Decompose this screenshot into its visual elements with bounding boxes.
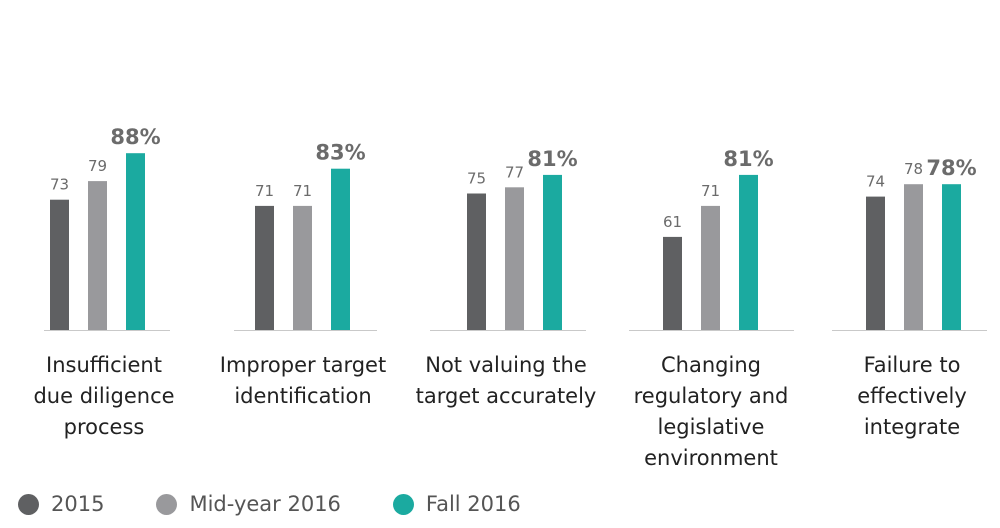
bar-3-1 <box>701 205 720 330</box>
bar-1-1 <box>293 205 312 330</box>
bar-3-2 <box>739 174 758 330</box>
data-label-2-1: 77 <box>505 163 524 181</box>
category-label-line: Failure to <box>864 353 961 377</box>
category-label-3: Changing regulatory and legislative environ… <box>634 353 789 470</box>
bar-4-1 <box>904 184 923 330</box>
bar-0-0 <box>50 199 69 330</box>
data-label-4-0: 74 <box>866 173 885 191</box>
category-label-line: legislative <box>658 415 765 439</box>
bar-2-2 <box>543 174 562 330</box>
category-label-line: regulatory and <box>634 384 789 408</box>
category-label-0: Insufficient due diligence process <box>33 353 174 439</box>
data-label-3-2: 81% <box>723 147 773 171</box>
bar-4-0 <box>866 196 885 330</box>
category-label-line: target accurately <box>416 384 597 408</box>
bar-2-1 <box>505 187 524 330</box>
data-label-2-2: 81% <box>527 147 577 171</box>
data-label-3-0: 61 <box>663 213 682 231</box>
category-label-1: Improper target identification <box>220 353 386 408</box>
category-label-line: Improper target <box>220 353 386 377</box>
legend-label: 2015 <box>51 492 105 516</box>
data-label-1-2: 83% <box>315 141 365 165</box>
legend-item-2: Fall 2016 <box>392 492 521 516</box>
category-label-2: Not valuing the target accurately <box>416 353 597 408</box>
legend-swatch <box>18 493 39 515</box>
category-label-line: integrate <box>864 415 960 439</box>
legend-item-0: 2015 <box>18 492 104 516</box>
bar-0-1 <box>88 181 107 330</box>
category-label-line: Insufficient <box>46 353 162 377</box>
bar-4-2 <box>942 184 961 330</box>
data-label-2-0: 75 <box>467 170 486 188</box>
category-label-line: environment <box>644 446 778 470</box>
legend-item-1: Mid-year 2016 <box>156 492 341 516</box>
bar-1-0 <box>255 205 274 330</box>
data-label-0-1: 79 <box>88 157 107 175</box>
bar-2-0 <box>467 193 486 330</box>
legend: 2015 Mid-year 2016 Fall 2016 <box>18 488 573 520</box>
category-label-line: Changing <box>661 353 761 377</box>
data-label-0-0: 73 <box>50 176 69 194</box>
data-label-1-1: 71 <box>293 182 312 200</box>
legend-label: Fall 2016 <box>425 492 521 516</box>
category-label-4: Failure to effectively integrate <box>857 353 967 439</box>
category-label-line: due diligence <box>33 384 174 408</box>
data-label-1-0: 71 <box>255 182 274 200</box>
data-label-3-1: 71 <box>701 182 720 200</box>
bar-1-2 <box>331 168 350 330</box>
data-label-4-1: 78 <box>904 160 923 178</box>
category-label-line: identification <box>234 384 371 408</box>
data-label-0-2: 88% <box>110 125 160 149</box>
data-label-4-2: 78% <box>926 156 976 180</box>
category-label-line: process <box>64 415 145 439</box>
bar-3-0 <box>663 236 682 330</box>
bar-0-2 <box>126 153 145 330</box>
legend-label: Mid-year 2016 <box>189 492 341 516</box>
category-label-line: effectively <box>857 384 967 408</box>
legend-swatch <box>156 493 178 515</box>
category-label-line: Not valuing the <box>425 353 587 377</box>
legend-swatch <box>392 493 414 515</box>
